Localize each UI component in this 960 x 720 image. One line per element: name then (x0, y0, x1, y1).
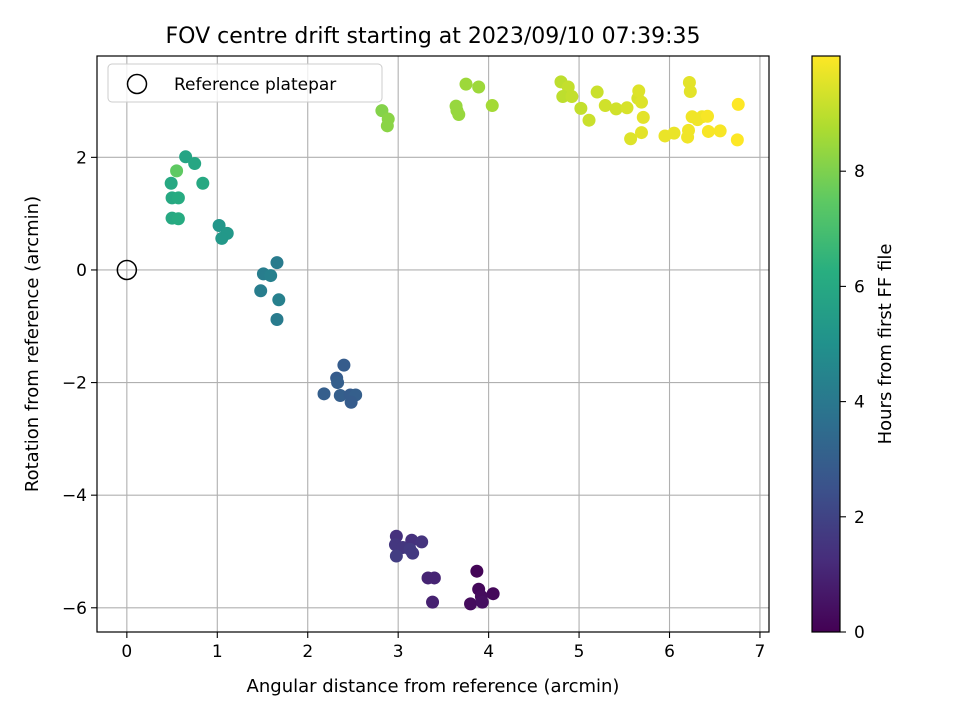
data-point (215, 231, 229, 245)
data-point (731, 97, 745, 111)
data-point (667, 126, 681, 140)
colorbar-tick-label: 8 (854, 162, 865, 182)
data-point (590, 85, 604, 99)
data-point (634, 126, 648, 140)
x-axis-label: Angular distance from reference (arcmin) (247, 676, 620, 697)
legend-box (107, 63, 383, 103)
data-point (389, 549, 403, 563)
data-point (179, 150, 193, 164)
data-point (196, 176, 210, 190)
data-point (426, 595, 440, 609)
colorbar-tick-label: 4 (854, 393, 865, 413)
data-point (730, 133, 744, 147)
data-point (475, 595, 489, 609)
data-point (170, 164, 184, 178)
data-point (331, 376, 345, 390)
data-point (682, 123, 696, 137)
data-point (486, 587, 500, 601)
data-point (171, 212, 185, 226)
data-point (344, 395, 358, 409)
data-point (212, 218, 226, 232)
x-tick-label: 7 (755, 642, 766, 662)
plot-frame (96, 55, 770, 633)
grid-lines (97, 56, 769, 632)
x-tick-label: 6 (664, 642, 675, 662)
data-point (624, 132, 638, 146)
data-point (337, 358, 351, 372)
data-point (427, 571, 441, 585)
x-axis-ticks: 0 1 2 3 4 5 6 7 (121, 632, 765, 662)
y-tick-label: −6 (62, 599, 87, 619)
legend-label: Reference platepar (174, 75, 336, 95)
data-point (582, 113, 596, 127)
data-point (452, 108, 466, 122)
data-point (683, 84, 697, 98)
data-point (270, 256, 284, 270)
data-point (164, 176, 178, 190)
data-point (485, 99, 499, 113)
colorbar-tick-label: 6 (854, 277, 865, 297)
data-point (565, 90, 579, 104)
colorbar-ticks: 0 2 4 6 8 (840, 162, 865, 643)
data-point (464, 597, 478, 611)
colorbar-gradient (811, 55, 841, 633)
legend: Reference platepar (107, 63, 383, 103)
colorbar: 0 2 4 6 8 Hours from first FF file (811, 55, 896, 643)
data-points (164, 75, 745, 611)
data-point (701, 124, 715, 138)
x-tick-label: 2 (302, 642, 313, 662)
y-axis-label: Rotation from reference (arcmin) (22, 196, 43, 492)
data-point (459, 77, 473, 91)
data-point (270, 313, 284, 327)
legend-reference-marker (126, 73, 148, 95)
x-tick-label: 0 (121, 642, 132, 662)
data-point (574, 101, 588, 115)
data-point (333, 389, 347, 403)
data-point (620, 101, 634, 115)
x-tick-label: 1 (212, 642, 223, 662)
x-tick-label: 4 (483, 642, 494, 662)
data-point (632, 84, 646, 98)
data-point (171, 191, 185, 205)
y-tick-label: 0 (76, 261, 87, 281)
data-point (254, 284, 268, 298)
data-point (700, 109, 714, 123)
data-point (713, 124, 727, 138)
y-tick-label: 2 (76, 148, 87, 168)
colorbar-tick-label: 0 (854, 623, 865, 643)
data-point (380, 119, 394, 133)
data-point (264, 269, 278, 283)
y-tick-label: −2 (62, 374, 87, 394)
reference-platepar-marker (116, 259, 138, 281)
data-point (188, 157, 202, 171)
chart-title: FOV centre drift starting at 2023/09/10 … (166, 24, 701, 49)
x-tick-label: 5 (574, 642, 585, 662)
y-axis-ticks: −6 −4 −2 0 2 (62, 148, 97, 619)
data-point (406, 546, 420, 560)
data-point (556, 90, 570, 104)
colorbar-tick-label: 2 (854, 508, 865, 528)
data-point (598, 99, 612, 113)
data-point (272, 293, 286, 307)
data-point (636, 110, 650, 124)
data-point (609, 102, 623, 116)
data-point (415, 535, 429, 549)
data-point (634, 95, 648, 109)
colorbar-label: Hours from first FF file (875, 244, 896, 445)
x-tick-label: 3 (393, 642, 404, 662)
y-tick-label: −4 (62, 486, 87, 506)
data-point (472, 80, 486, 94)
data-point (317, 387, 331, 401)
data-point (470, 564, 484, 578)
